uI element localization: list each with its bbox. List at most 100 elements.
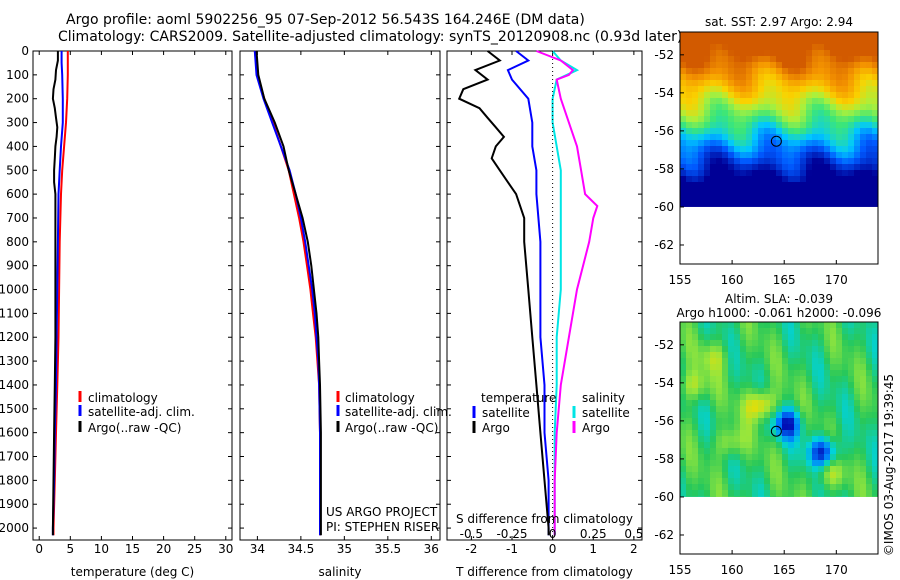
temperature-ytick-label: 600 <box>6 187 29 201</box>
figure-title-line2: Climatology: CARS2009. Satellite-adjuste… <box>58 29 683 45</box>
temperature-ytick-label: 1900 <box>0 497 29 511</box>
difference-legend-label: Argo <box>482 421 510 435</box>
temperature-ytick-label: 1300 <box>0 354 29 368</box>
temperature-legend-label: satellite-adj. clim. <box>88 405 195 419</box>
temperature-xtick-label: 30 <box>218 542 233 556</box>
temperature-ytick-label: 100 <box>6 68 29 82</box>
temperature-ytick-label: 1700 <box>0 450 29 464</box>
sla_map-xtick-label: 155 <box>669 563 692 577</box>
difference-legend-label: satellite <box>582 406 630 420</box>
sst_map-title: sat. SST: 2.97 Argo: 2.94 <box>705 15 853 29</box>
salinity-legend-label: climatology <box>345 391 415 405</box>
sla_map-profile-marker <box>770 425 782 437</box>
difference-xlabel-top: S difference from climatology <box>456 512 633 526</box>
difference-series-argo <box>536 50 599 536</box>
temperature-legend-label: Argo(..raw -QC) <box>88 421 181 435</box>
sst_map-field <box>680 32 878 207</box>
sst_map-frame <box>679 31 879 265</box>
sst_map-xtick-label: 170 <box>825 273 848 287</box>
temperature-ytick-label: 400 <box>6 139 29 153</box>
sla_map-field <box>680 322 878 497</box>
sst_map-ytick-label: -54 <box>654 86 674 100</box>
temperature-ytick-label: 1500 <box>0 402 29 416</box>
sla_map-ytick-label: -58 <box>654 452 674 466</box>
temperature-xtick-label: 20 <box>156 542 171 556</box>
salinity-legend-label: satellite-adj. clim. <box>345 405 452 419</box>
sla_map-ytick-label: -60 <box>654 490 674 504</box>
difference-stick-label: 0.5 <box>624 527 643 541</box>
difference-xtick-label: -1 <box>506 542 518 556</box>
salinity-annotation-project: US ARGO PROJECT <box>326 505 438 519</box>
temperature-ytick-label: 900 <box>6 259 29 273</box>
salinity-xtick-label: 34 <box>250 542 265 556</box>
temperature-xtick-label: 5 <box>66 542 74 556</box>
temperature-xtick-label: 25 <box>187 542 202 556</box>
salinity-annotation-pi: PI: STEPHEN RISER <box>326 520 439 534</box>
salinity-xtick-label: 34.5 <box>288 542 315 556</box>
difference-xtick-label: 0 <box>549 542 557 556</box>
difference-xtick-label: -2 <box>465 542 477 556</box>
sst_map-ytick-label: -58 <box>654 162 674 176</box>
difference-stick-label: -0.25 <box>496 527 527 541</box>
sst_map-ytick-label: -62 <box>654 238 674 252</box>
sst_map-xtick-label: 155 <box>669 273 692 287</box>
difference-legend-label: satellite <box>482 406 530 420</box>
difference-legend-label: Argo <box>582 421 610 435</box>
sst_map-ytick-label: -56 <box>654 124 674 138</box>
sla_map-frame <box>679 321 879 555</box>
difference-stick-label: -0.5 <box>460 527 483 541</box>
difference-series-argo <box>457 50 550 536</box>
sla_map-title: Altim. SLA: -0.039 <box>725 292 833 306</box>
salinity-xtick-label: 35.5 <box>374 542 401 556</box>
sla_map-ytick-label: -62 <box>654 528 674 542</box>
difference-stick-label: 0 <box>549 527 557 541</box>
temperature-series-argo-raw-qc- <box>51 51 59 536</box>
sla_map-xtick-label: 170 <box>825 563 848 577</box>
sst_map-xtick-label: 165 <box>773 273 796 287</box>
temperature-ytick-label: 500 <box>6 163 29 177</box>
temperature-xtick-label: 15 <box>125 542 140 556</box>
salinity-series-argo-raw-qc- <box>255 50 322 536</box>
difference-xtick-label: 2 <box>630 542 638 556</box>
salinity-xtick-label: 36 <box>424 542 439 556</box>
sla_map-subtitle: Argo h1000: -0.061 h2000: -0.096 <box>677 306 882 320</box>
temperature-xlabel: temperature (deg C) <box>71 565 194 579</box>
salinity-axes-frame <box>239 50 441 541</box>
temperature-ytick-label: 1600 <box>0 426 29 440</box>
difference-axes-frame <box>446 50 643 541</box>
sla_map-xtick-label: 160 <box>721 563 744 577</box>
difference-legend-salinity-title: salinity <box>582 391 625 405</box>
temperature-ytick-label: 300 <box>6 116 29 130</box>
temperature-ytick-label: 2000 <box>0 521 29 535</box>
sla_map-ytick-label: -54 <box>654 376 674 390</box>
figure-title-line1: Argo profile: aoml 5902256_95 07-Sep-201… <box>66 12 585 28</box>
temperature-ytick-label: 1000 <box>0 283 29 297</box>
difference-xlabel: T difference from climatology <box>455 565 633 579</box>
temperature-ytick-label: 1800 <box>0 473 29 487</box>
sla_map-ytick-label: -56 <box>654 414 674 428</box>
temperature-ytick-label: 800 <box>6 235 29 249</box>
temperature-xtick-label: 0 <box>35 542 43 556</box>
difference-xtick-label: 1 <box>589 542 597 556</box>
salinity-xtick-label: 35 <box>337 542 352 556</box>
difference-stick-label: 0.25 <box>580 527 607 541</box>
temperature-ytick-label: 1100 <box>0 306 29 320</box>
temperature-ytick-label: 700 <box>6 211 29 225</box>
salinity-legend-label: Argo(..raw -QC) <box>345 421 438 435</box>
difference-series-satellite <box>506 50 550 536</box>
sla_map-ytick-label: -52 <box>654 338 674 352</box>
difference-legend-temperature-title: temperature <box>481 391 556 405</box>
temperature-ytick-label: 200 <box>6 92 29 106</box>
credit-label: ©IMOS 03-Aug-2017 19:39:45 <box>882 374 896 556</box>
temperature-xtick-label: 10 <box>94 542 109 556</box>
salinity-xlabel: salinity <box>318 565 361 579</box>
sst_map-ytick-label: -52 <box>654 48 674 62</box>
sst_map-ytick-label: -60 <box>654 200 674 214</box>
temperature-ytick-label: 1200 <box>0 330 29 344</box>
salinity-series-climatology <box>253 50 321 536</box>
sla_map-xtick-label: 165 <box>773 563 796 577</box>
temperature-ytick-label: 0 <box>21 44 29 58</box>
temperature-ytick-label: 1400 <box>0 378 29 392</box>
sst_map-xtick-label: 160 <box>721 273 744 287</box>
